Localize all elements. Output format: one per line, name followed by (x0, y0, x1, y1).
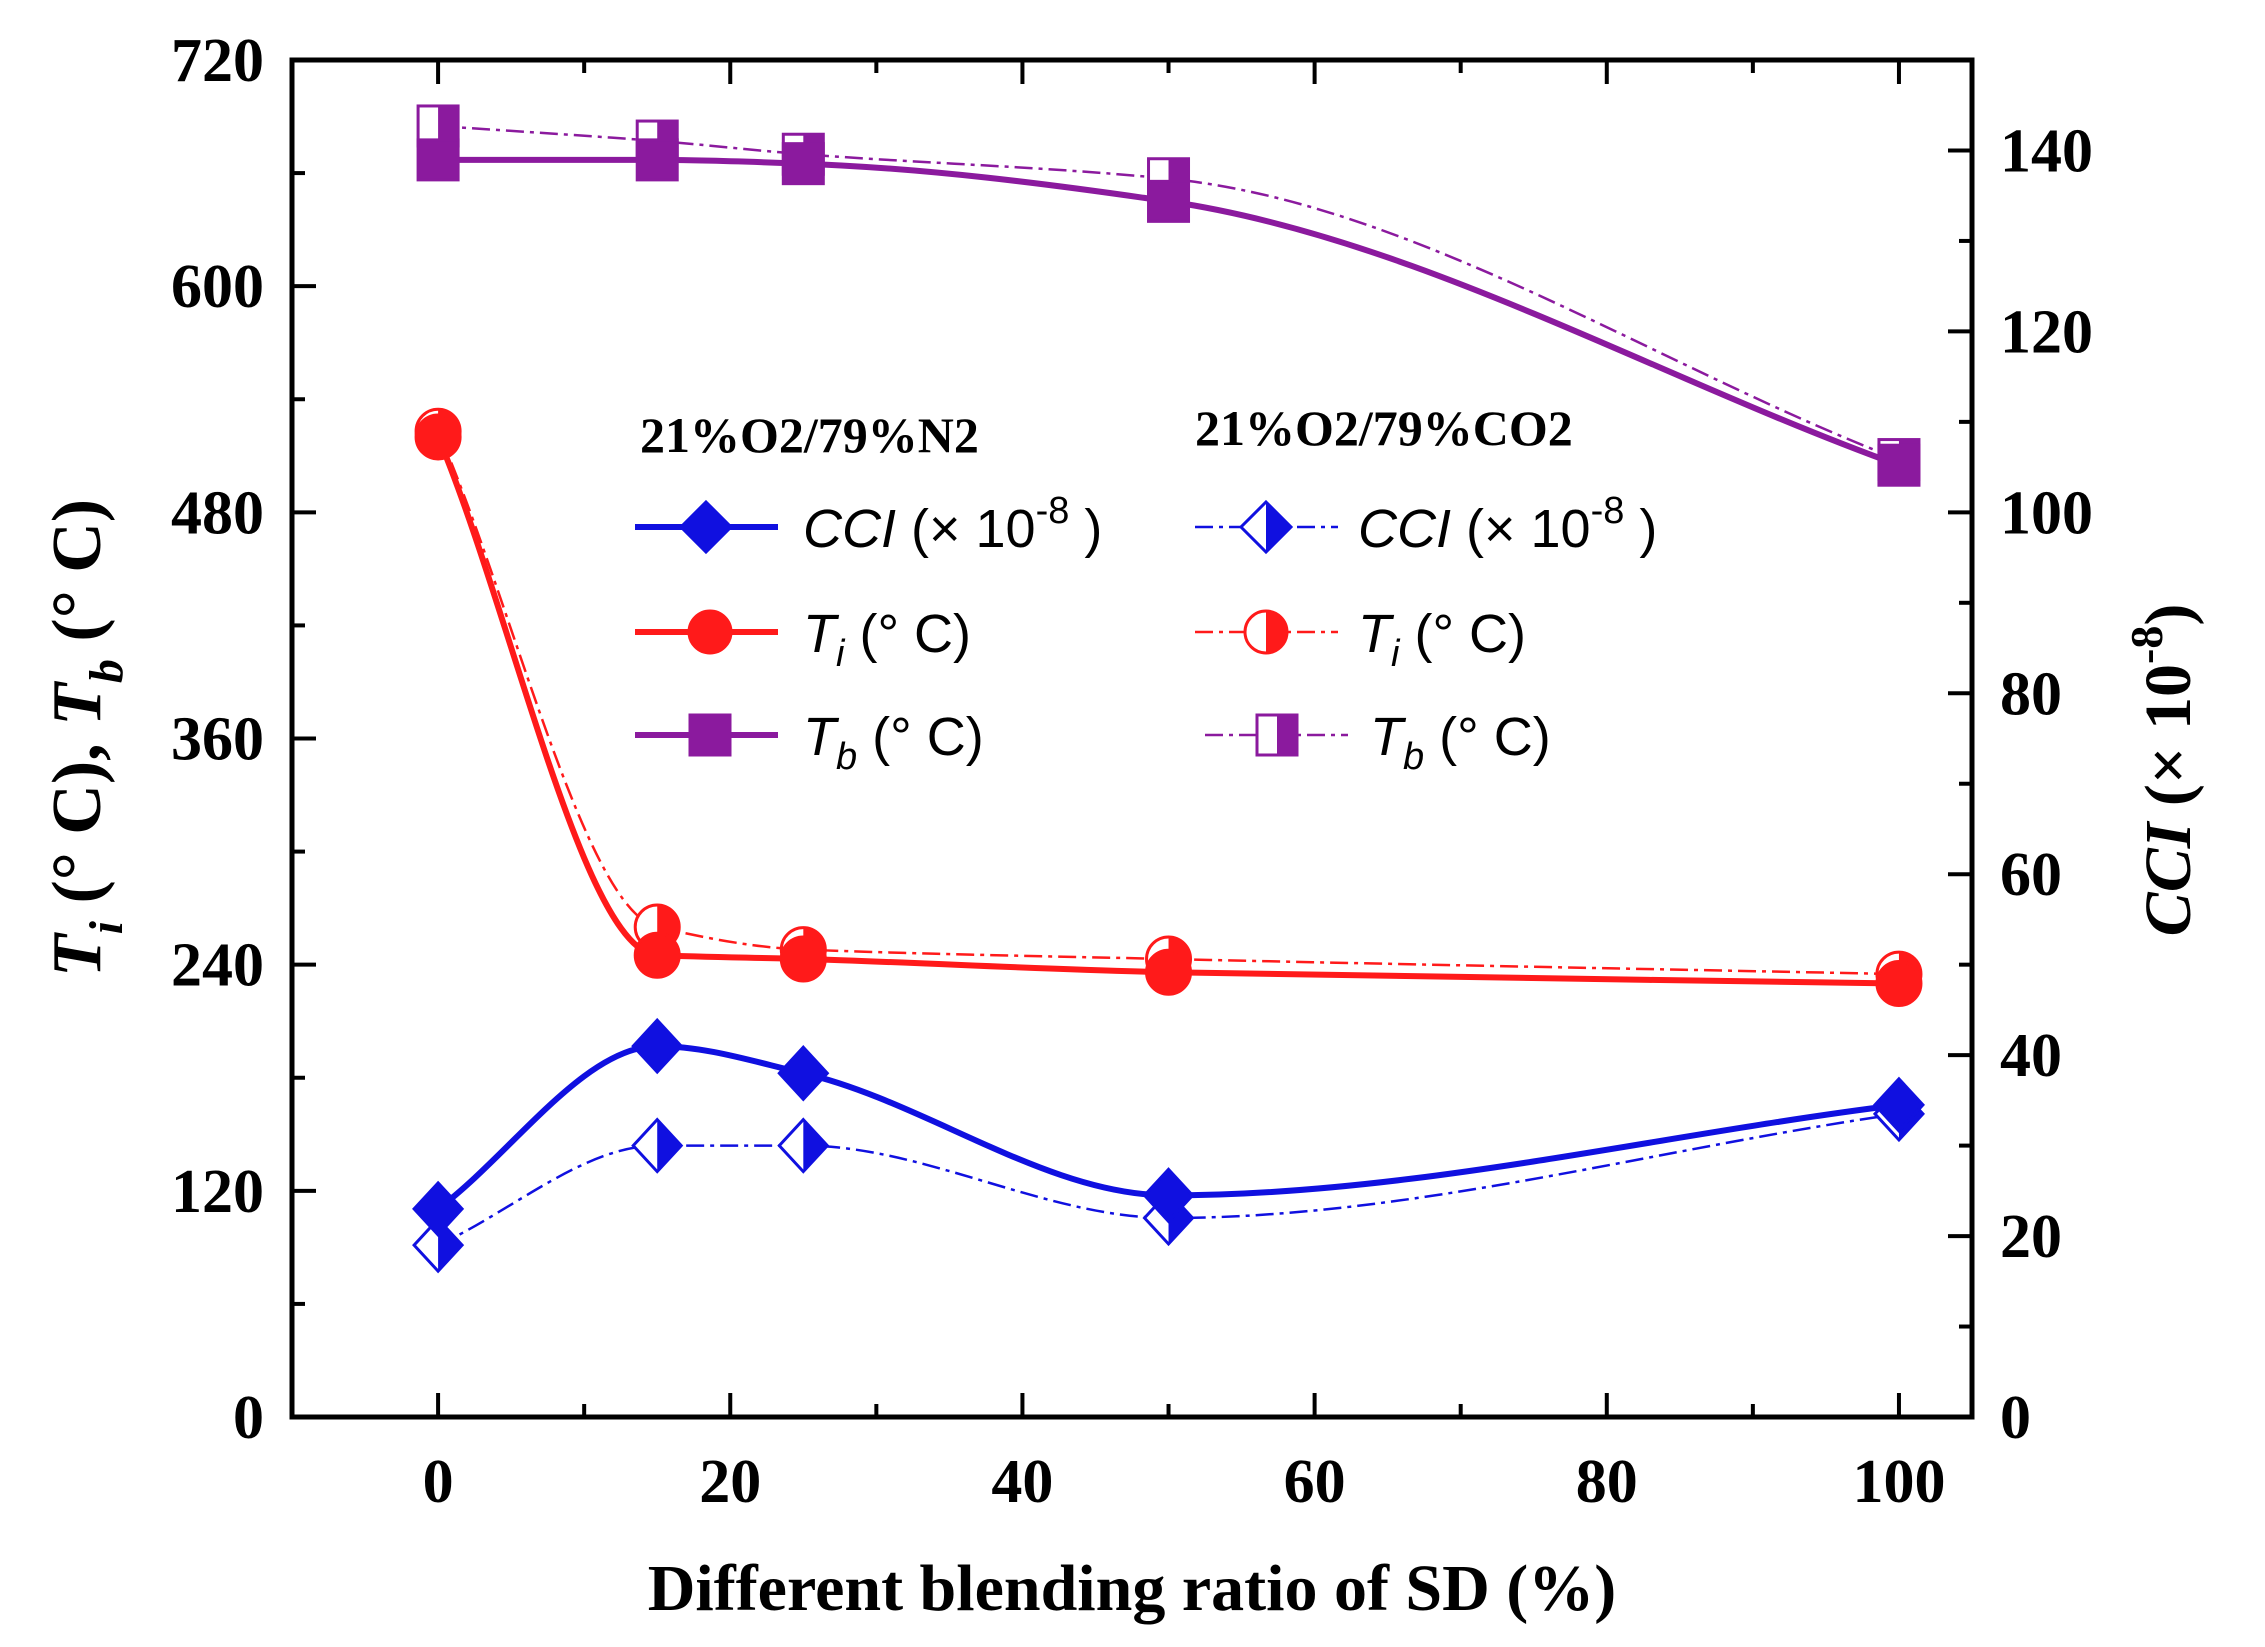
legend-marker-ti-n2 (687, 609, 733, 655)
legend-entry-ccl-n2: CCI (× 10-8 ) (635, 490, 1102, 559)
ti-marker (779, 935, 827, 983)
y-right-tick-label: 20 (2000, 1203, 2062, 1271)
legend-entry-ti-n2: Ti (° C) (635, 604, 971, 675)
y-axis-left-title: Ti (° C), Tb (° C) (39, 499, 133, 977)
x-tick-label: 100 (1852, 1448, 1945, 1516)
series-layer (412, 104, 1925, 1274)
x-tick-label: 20 (699, 1448, 761, 1516)
x-tick-label: 0 (423, 1448, 454, 1516)
legend-group-n2: 21%O2/79%N2 (640, 407, 979, 463)
tick-layer (292, 60, 1972, 1417)
y-right-tick-label: 100 (2000, 479, 2093, 547)
legend-text-tb-n2: Tb (° C) (803, 707, 984, 778)
legend-group-co2: 21%O2/79%CO2 (1195, 400, 1573, 456)
legend-marker-tb-n2 (688, 713, 732, 757)
tb-marker (1147, 179, 1191, 223)
ti-marker (633, 931, 681, 979)
plot-frame (289, 57, 1975, 1420)
ti-marker (1145, 948, 1193, 996)
ccl-marker (631, 1017, 684, 1075)
tb-marker-half (438, 105, 459, 146)
legend-marker-ccl-co2-fill (1266, 502, 1291, 552)
y-axis-right-title: CCI (× 10-8) (2121, 604, 2205, 937)
ccl-marker-half (803, 1119, 828, 1172)
y-right-tick-label: 0 (2000, 1384, 2031, 1452)
x-tick-label: 40 (991, 1448, 1053, 1516)
y-right-tick-label: 40 (2000, 1022, 2062, 1090)
legend-text-ccl-co2: CCI (× 10-8 ) (1358, 490, 1657, 559)
y-left-tick-label: 720 (171, 27, 264, 95)
legend: 21%O2/79%N2 21%O2/79%CO2 CCI (× 10-8 ) T… (635, 400, 1657, 778)
x-tick-label: 60 (1284, 1448, 1346, 1516)
series-line (436, 430, 1900, 976)
series-line (435, 435, 1900, 987)
ccl-marker (777, 1045, 830, 1102)
ti-marker (1875, 960, 1923, 1008)
y-left-tick-label: 240 (171, 932, 264, 1000)
y-right-tick-label: 140 (2000, 117, 2093, 185)
x-axis-title: Different blending ratio of SD (%) (648, 1552, 1617, 1625)
y-right-tick-label: 80 (2000, 660, 2062, 728)
legend-entry-tb-n2: Tb (° C) (635, 707, 984, 778)
y-left-tick-label: 120 (171, 1158, 264, 1226)
series-line (437, 1112, 1900, 1247)
x-tick-label: 80 (1576, 1448, 1638, 1516)
legend-entry-ccl-co2: CCI (× 10-8 ) (1195, 490, 1657, 559)
tb-marker (635, 138, 679, 182)
tb-marker (781, 142, 825, 186)
legend-marker-ti-co2-fill (1266, 611, 1287, 653)
legend-text-ccl-n2: CCI (× 10-8 ) (803, 490, 1102, 559)
ccl-marker (1872, 1076, 1925, 1134)
legend-marker-ccl-n2 (678, 499, 734, 555)
series-line (438, 156, 1901, 469)
legend-entry-ti-co2: Ti (° C) (1195, 604, 1526, 675)
ccl-marker-half (657, 1119, 682, 1172)
ccl-marker (1142, 1167, 1195, 1224)
tick-label-layer: 0 20 40 60 80 100 0 120 240 360 480 600 720 0 20 40 60 80… (171, 27, 2093, 1516)
y-left-tick-label: 480 (171, 479, 264, 547)
tb-marker (416, 138, 460, 182)
legend-text-ti-co2: Ti (° C) (1358, 604, 1526, 675)
legend-entry-tb-co2: Tb (° C) (1205, 707, 1551, 778)
legend-text-tb-co2: Tb (° C) (1370, 707, 1551, 778)
tb-marker (1877, 443, 1921, 487)
ccl-marker (412, 1180, 465, 1238)
y-right-tick-label: 120 (2000, 298, 2093, 366)
legend-text-ti-n2: Ti (° C) (803, 604, 971, 675)
legend-marker-tb-co2-fill (1277, 715, 1297, 755)
y-left-tick-label: 0 (233, 1384, 264, 1452)
y-left-tick-label: 360 (171, 706, 264, 774)
series-line (436, 1043, 1900, 1212)
y-left-tick-label: 600 (171, 253, 264, 321)
ccl-marker-half (438, 1219, 463, 1272)
ti-marker (414, 413, 462, 461)
y-right-tick-label: 60 (2000, 841, 2062, 909)
